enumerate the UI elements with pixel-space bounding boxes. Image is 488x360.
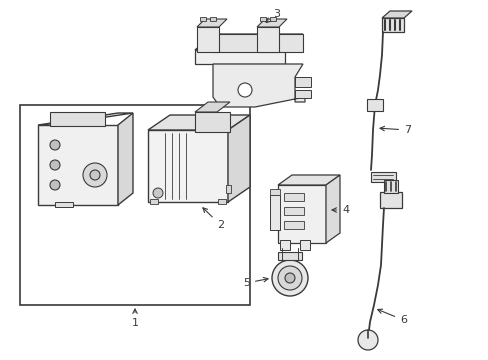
Bar bbox=[269, 195, 280, 230]
Bar bbox=[260, 17, 265, 21]
Polygon shape bbox=[148, 115, 249, 130]
Bar bbox=[257, 27, 279, 52]
Bar bbox=[269, 17, 275, 21]
Polygon shape bbox=[227, 115, 249, 202]
Text: 6: 6 bbox=[377, 309, 406, 325]
Bar bbox=[370, 172, 395, 182]
Polygon shape bbox=[213, 34, 303, 52]
Bar bbox=[379, 192, 401, 208]
Text: 4: 4 bbox=[331, 205, 348, 215]
Bar bbox=[381, 18, 403, 32]
Circle shape bbox=[90, 170, 100, 180]
Circle shape bbox=[285, 273, 294, 283]
Bar bbox=[366, 99, 382, 111]
Polygon shape bbox=[325, 175, 339, 243]
Circle shape bbox=[153, 188, 163, 198]
Bar bbox=[225, 185, 230, 193]
Circle shape bbox=[238, 83, 251, 97]
Polygon shape bbox=[197, 19, 226, 27]
Circle shape bbox=[50, 180, 60, 190]
Bar bbox=[294, 77, 310, 87]
Bar bbox=[195, 50, 285, 64]
Polygon shape bbox=[118, 113, 133, 205]
Bar bbox=[278, 252, 302, 260]
Circle shape bbox=[278, 266, 302, 290]
Polygon shape bbox=[38, 113, 133, 125]
Bar bbox=[299, 240, 309, 250]
Circle shape bbox=[50, 140, 60, 150]
Bar bbox=[218, 199, 225, 204]
Bar bbox=[200, 17, 205, 21]
Bar bbox=[150, 199, 158, 204]
Bar bbox=[209, 17, 216, 21]
Bar bbox=[197, 27, 219, 52]
Bar bbox=[284, 221, 304, 229]
Bar bbox=[50, 112, 105, 126]
Bar bbox=[55, 202, 73, 207]
Bar bbox=[294, 90, 310, 98]
Bar bbox=[20, 105, 249, 305]
Bar bbox=[148, 130, 227, 202]
Circle shape bbox=[271, 260, 307, 296]
Text: 1: 1 bbox=[131, 309, 138, 328]
Bar bbox=[280, 240, 289, 250]
Text: 3: 3 bbox=[265, 9, 280, 22]
Circle shape bbox=[83, 163, 107, 187]
Polygon shape bbox=[195, 34, 303, 50]
Polygon shape bbox=[195, 102, 229, 112]
Polygon shape bbox=[381, 11, 411, 18]
Text: 2: 2 bbox=[203, 208, 224, 230]
Text: 5: 5 bbox=[243, 278, 267, 288]
Bar bbox=[383, 180, 397, 193]
Polygon shape bbox=[278, 175, 339, 185]
Bar bbox=[284, 193, 304, 201]
Polygon shape bbox=[269, 189, 280, 195]
Bar bbox=[38, 125, 118, 205]
Bar bbox=[278, 185, 325, 243]
Bar bbox=[284, 207, 304, 215]
Circle shape bbox=[50, 160, 60, 170]
Bar bbox=[195, 112, 229, 132]
Polygon shape bbox=[257, 19, 286, 27]
Circle shape bbox=[357, 330, 377, 350]
Polygon shape bbox=[213, 64, 305, 107]
Text: 7: 7 bbox=[379, 125, 410, 135]
